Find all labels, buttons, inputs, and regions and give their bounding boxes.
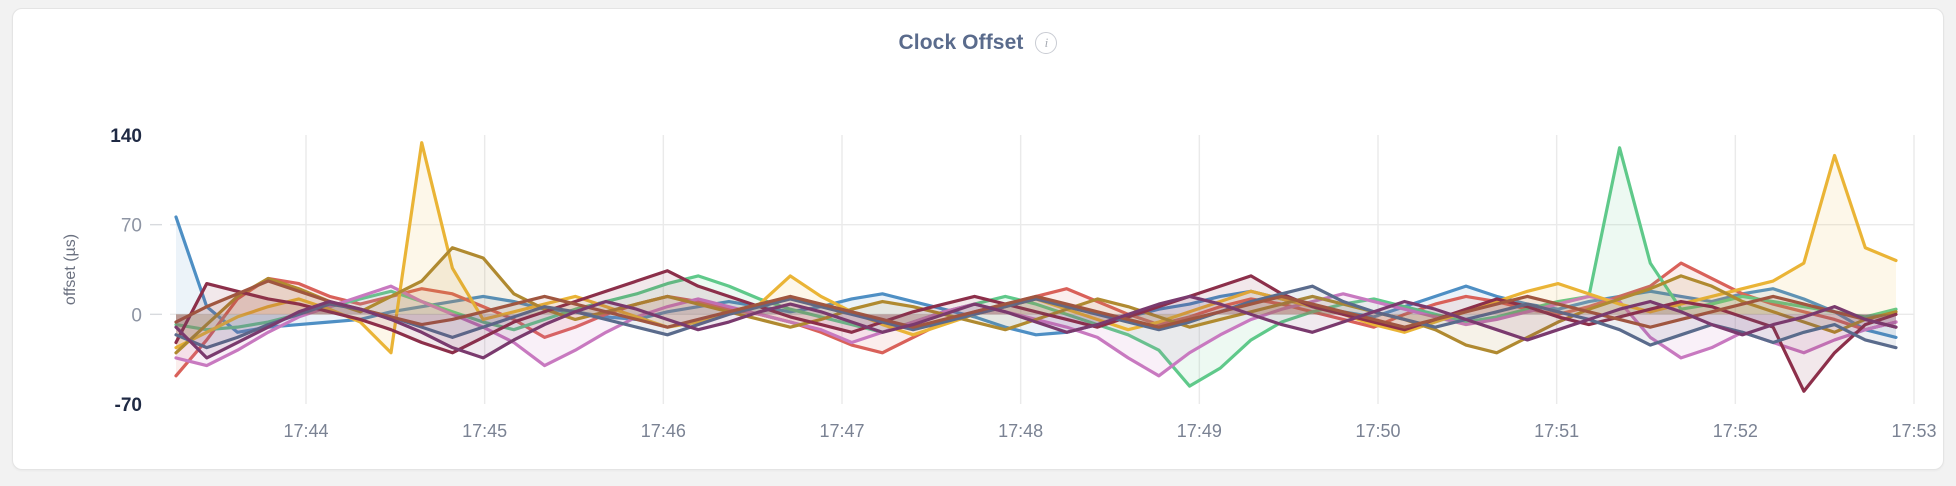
x-axis-tick-label: 17:49 <box>1177 421 1222 441</box>
series-area <box>176 216 1896 338</box>
y-axis-title: offset (µs) <box>62 234 79 305</box>
series-line[interactable] <box>174 294 1898 360</box>
clock-offset-panel: Clock Offset i 140 70 0 -70 offset (µs) 17:44… <box>12 8 1944 470</box>
y-axis-tick-label: 0 <box>131 305 142 326</box>
series-line[interactable] <box>174 279 1898 329</box>
series-line[interactable] <box>174 146 1898 388</box>
x-axis-tick-label: 17:50 <box>1355 421 1400 441</box>
series-area <box>176 247 1896 353</box>
chart-plot-area[interactable]: 140 70 0 -70 offset (µs) 17:44 17:45 17:46 17:47… <box>13 9 1945 471</box>
series-line[interactable] <box>174 269 1898 393</box>
x-axis-tick-label: 17:45 <box>462 421 507 441</box>
x-axis-tick-label: 17:46 <box>641 421 686 441</box>
series-area <box>176 296 1896 358</box>
info-icon[interactable]: i <box>1035 32 1058 54</box>
x-axis-tick-label: 17:52 <box>1713 421 1758 441</box>
series-line[interactable] <box>174 246 1898 355</box>
page-title: Clock Offset <box>898 31 1024 54</box>
series-area <box>176 286 1896 376</box>
x-axis-tick-label: 17:53 <box>1891 421 1936 441</box>
y-axis-tick-label: -70 <box>115 395 142 416</box>
panel-header: Clock Offset i <box>13 31 1943 55</box>
x-axis-tick-label: 17:51 <box>1534 421 1579 441</box>
clock-offset-line-chart[interactable]: 140 70 0 -70 offset (µs) 17:44 17:45 17:46 17:47… <box>13 9 1945 471</box>
series-area <box>176 281 1896 328</box>
y-axis-tick-label: 70 <box>121 216 142 237</box>
y-axis-tick-label: 140 <box>110 126 142 147</box>
x-axis-tick-label: 17:44 <box>283 421 328 441</box>
series-line[interactable] <box>174 284 1898 350</box>
x-axis-tick-label: 17:47 <box>819 421 864 441</box>
x-axis-tick-label: 17:48 <box>998 421 1043 441</box>
